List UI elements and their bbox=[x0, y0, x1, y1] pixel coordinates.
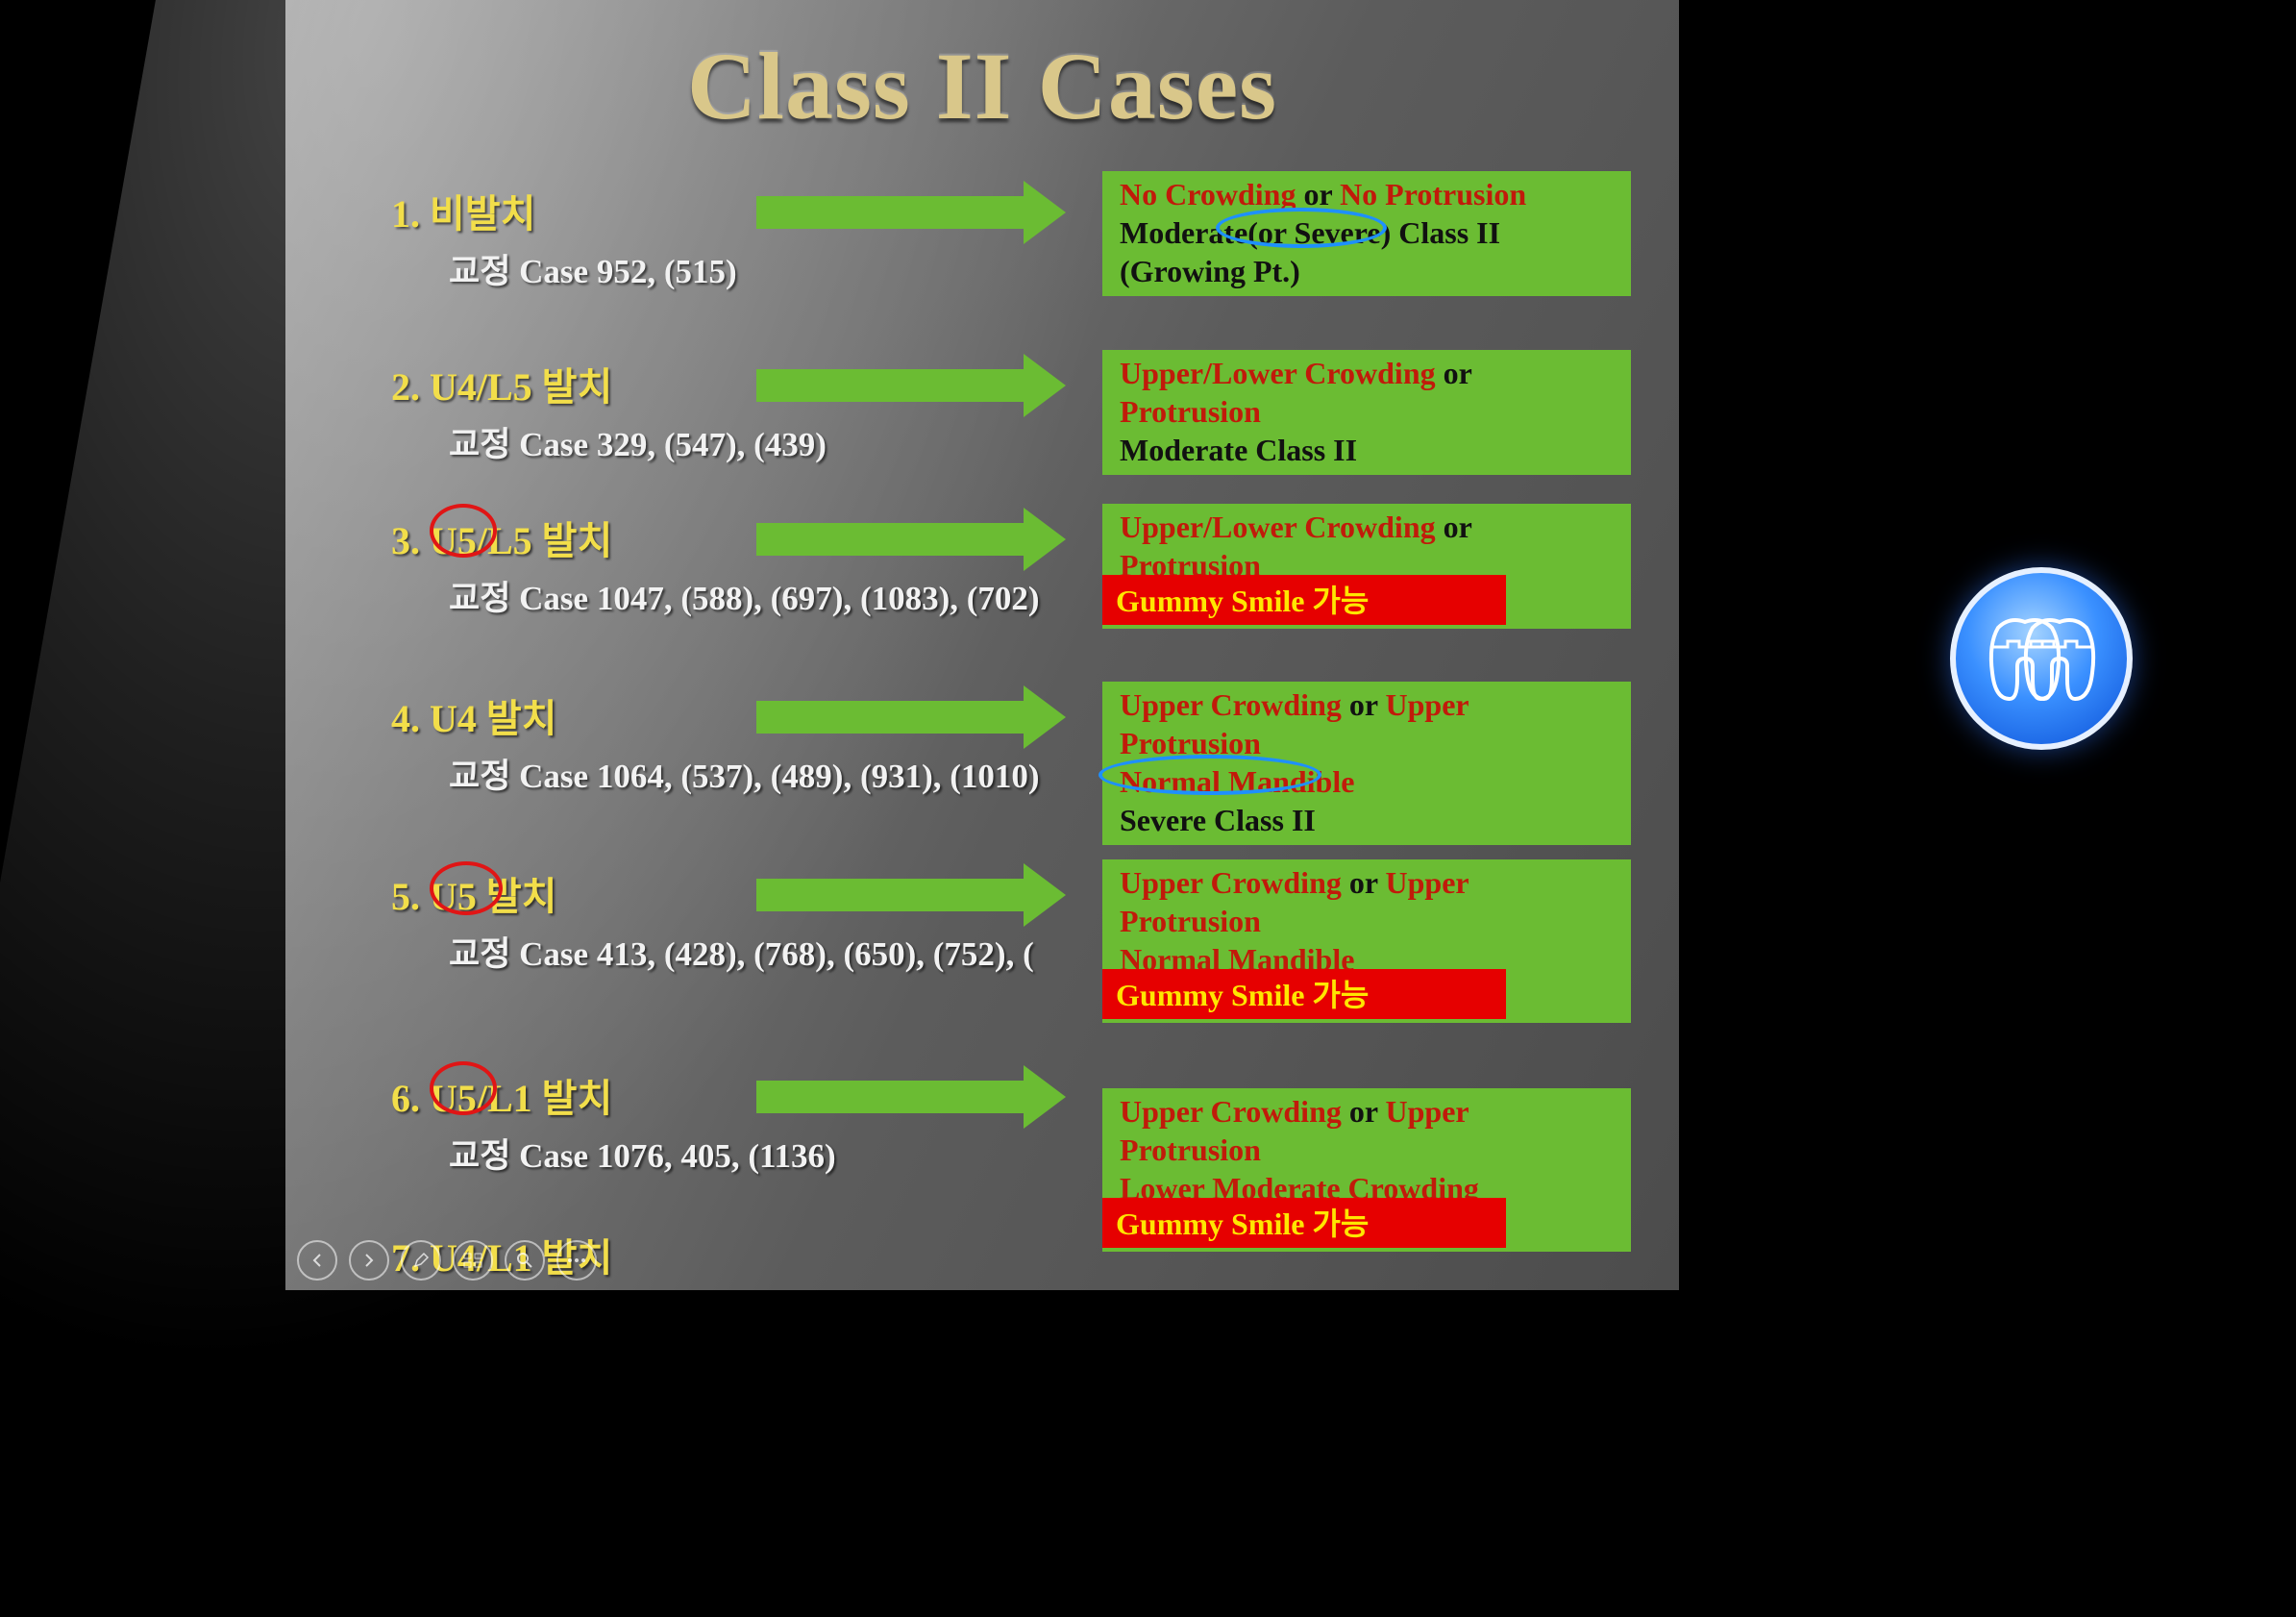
desc-line: Moderate(or Severe) Class II bbox=[1120, 213, 1614, 252]
zoom-button[interactable] bbox=[505, 1240, 545, 1281]
tooth-badge-icon[interactable] bbox=[1950, 567, 2133, 750]
desc-segment: Protrusion bbox=[1120, 394, 1261, 429]
desc-segment: or bbox=[1436, 510, 1472, 544]
desc-segment: No Protrusion bbox=[1340, 177, 1526, 211]
case-sub: 교정 Case 952, (515) bbox=[449, 244, 737, 293]
desc-segment: or bbox=[1296, 177, 1340, 211]
case-item-5: 5. U5 발치교정 Case 413, (428), (768), (650)… bbox=[391, 865, 1034, 976]
desc-line: No Crowding or No Protrusion bbox=[1120, 175, 1614, 213]
arrow-icon bbox=[756, 1081, 1025, 1113]
desc-segment: Upper Crowding bbox=[1120, 1094, 1342, 1129]
desc-segment: Upper/Lower Crowding bbox=[1120, 356, 1436, 390]
case-head: 5. U5 발치 bbox=[391, 865, 557, 921]
case-item-2: 2. U4/L5 발치교정 Case 329, (547), (439)Uppe… bbox=[391, 356, 827, 466]
desc-segment: or bbox=[1436, 356, 1472, 390]
desc-line: Severe Class II bbox=[1120, 801, 1614, 839]
description-box: Upper/Lower Crowding or ProtrusionModera… bbox=[1102, 350, 1631, 475]
arrow-icon bbox=[756, 523, 1025, 556]
desc-segment: Upper Crowding bbox=[1120, 865, 1342, 900]
desc-segment: Severe Class II bbox=[1120, 803, 1316, 837]
arrow-icon bbox=[756, 879, 1025, 911]
description-box: No Crowding or No ProtrusionModerate(or … bbox=[1102, 171, 1631, 296]
case-item-4: 4. U4 발치교정 Case 1064, (537), (489), (931… bbox=[391, 687, 1040, 798]
case-sub: 교정 Case 413, (428), (768), (650), (752),… bbox=[449, 927, 1034, 976]
next-button[interactable] bbox=[349, 1240, 389, 1281]
desc-segment: Normal Mandible bbox=[1120, 764, 1354, 799]
arrow-icon bbox=[756, 369, 1025, 402]
prev-button[interactable] bbox=[297, 1240, 337, 1281]
arrow-icon bbox=[756, 196, 1025, 229]
desc-line: Normal Mandible bbox=[1120, 762, 1614, 801]
more-button[interactable] bbox=[556, 1240, 597, 1281]
case-head: 6. U5/L1 발치 bbox=[391, 1067, 612, 1123]
desc-segment: Upper/Lower Crowding bbox=[1120, 510, 1436, 544]
case-head: 4. U4 발치 bbox=[391, 687, 557, 743]
desc-segment: Moderate(or Severe) Class II bbox=[1120, 215, 1500, 250]
desc-line: (Growing Pt.) bbox=[1120, 252, 1614, 290]
desc-segment: Upper Crowding bbox=[1120, 687, 1342, 722]
case-head: 1. 비발치 bbox=[391, 183, 535, 238]
case-sub: 교정 Case 1047, (588), (697), (1083), (702… bbox=[449, 571, 1040, 620]
arrow-icon bbox=[756, 701, 1025, 734]
desc-segment: No Crowding bbox=[1120, 177, 1296, 211]
desc-segment: or bbox=[1342, 687, 1386, 722]
case-item-6: 6. U5/L1 발치교정 Case 1076, 405, (1136)Uppe… bbox=[391, 1067, 836, 1178]
description-box: Upper Crowding or Upper ProtrusionNormal… bbox=[1102, 682, 1631, 845]
view-button[interactable] bbox=[453, 1240, 493, 1281]
desc-line: Upper Crowding or Upper Protrusion bbox=[1120, 863, 1614, 940]
desc-segment: (Growing Pt.) bbox=[1120, 254, 1300, 288]
case-item-1: 1. 비발치교정 Case 952, (515)No Crowding or N… bbox=[391, 183, 737, 293]
desc-line: Moderate Class II bbox=[1120, 431, 1614, 469]
case-item-3: 3. U5/L5 발치교정 Case 1047, (588), (697), (… bbox=[391, 510, 1040, 620]
case-sub: 교정 Case 1064, (537), (489), (931), (1010… bbox=[449, 749, 1040, 798]
gummy-smile-box: Gummy Smile 가능 bbox=[1102, 969, 1506, 1019]
case-sub: 교정 Case 1076, 405, (1136) bbox=[449, 1129, 836, 1178]
gummy-smile-box: Gummy Smile 가능 bbox=[1102, 1198, 1506, 1248]
desc-segment: or bbox=[1342, 1094, 1386, 1129]
case-head: 2. U4/L5 발치 bbox=[391, 356, 612, 411]
desc-line: Upper/Lower Crowding or Protrusion bbox=[1120, 354, 1614, 431]
case-head: 3. U5/L5 발치 bbox=[391, 510, 612, 565]
desc-line: Upper Crowding or Upper Protrusion bbox=[1120, 1092, 1614, 1169]
gummy-smile-box: Gummy Smile 가능 bbox=[1102, 575, 1506, 625]
slide: Class II Cases 1. 비발치교정 Case 952, (515) N… bbox=[285, 0, 1679, 1290]
slide-title: Class II Cases bbox=[285, 31, 1679, 141]
presentation-toolbar bbox=[297, 1240, 597, 1281]
desc-line: Upper Crowding or Upper Protrusion bbox=[1120, 685, 1614, 762]
desc-segment: or bbox=[1342, 865, 1386, 900]
case-sub: 교정 Case 329, (547), (439) bbox=[449, 417, 827, 466]
desc-segment: Moderate Class II bbox=[1120, 433, 1357, 467]
pen-button[interactable] bbox=[401, 1240, 441, 1281]
desc-line: Upper/Lower Crowding or Protrusion bbox=[1120, 508, 1614, 585]
